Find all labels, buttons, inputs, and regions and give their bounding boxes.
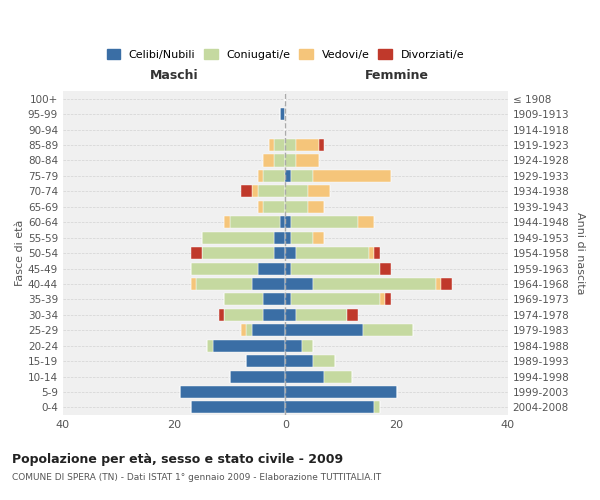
Y-axis label: Fasce di età: Fasce di età: [15, 220, 25, 286]
Bar: [286, 402, 374, 413]
Bar: [274, 232, 286, 243]
Bar: [319, 139, 324, 151]
Bar: [241, 324, 247, 336]
Bar: [313, 278, 436, 290]
Bar: [218, 309, 224, 321]
Bar: [286, 139, 296, 151]
Bar: [196, 278, 252, 290]
Bar: [286, 294, 291, 306]
Bar: [369, 247, 374, 259]
Bar: [208, 340, 213, 351]
Bar: [286, 232, 291, 243]
Bar: [274, 154, 286, 166]
Bar: [286, 340, 302, 351]
Bar: [296, 247, 369, 259]
Bar: [286, 247, 296, 259]
Bar: [202, 232, 274, 243]
Bar: [263, 170, 286, 182]
Bar: [191, 278, 196, 290]
Bar: [436, 278, 441, 290]
Bar: [441, 278, 452, 290]
Bar: [313, 170, 391, 182]
Bar: [230, 370, 286, 382]
Text: Maschi: Maschi: [150, 69, 199, 82]
Bar: [296, 154, 319, 166]
Bar: [274, 139, 286, 151]
Bar: [179, 386, 286, 398]
Bar: [374, 247, 380, 259]
Bar: [286, 170, 291, 182]
Bar: [247, 355, 286, 367]
Bar: [263, 294, 286, 306]
Bar: [291, 232, 313, 243]
Bar: [224, 309, 263, 321]
Bar: [286, 262, 291, 274]
Bar: [257, 262, 286, 274]
Bar: [263, 309, 286, 321]
Text: Popolazione per età, sesso e stato civile - 2009: Popolazione per età, sesso e stato civil…: [12, 452, 343, 466]
Bar: [191, 247, 202, 259]
Bar: [358, 216, 374, 228]
Bar: [324, 370, 352, 382]
Bar: [247, 324, 252, 336]
Bar: [274, 247, 286, 259]
Bar: [380, 294, 385, 306]
Bar: [296, 309, 347, 321]
Bar: [313, 232, 324, 243]
Bar: [380, 262, 391, 274]
Bar: [313, 355, 335, 367]
Bar: [385, 294, 391, 306]
Bar: [291, 262, 380, 274]
Bar: [286, 355, 313, 367]
Bar: [280, 216, 286, 228]
Y-axis label: Anni di nascita: Anni di nascita: [575, 212, 585, 294]
Bar: [213, 340, 286, 351]
Bar: [257, 170, 263, 182]
Bar: [191, 262, 257, 274]
Bar: [374, 402, 380, 413]
Bar: [286, 386, 397, 398]
Bar: [291, 294, 380, 306]
Text: Femmine: Femmine: [365, 69, 428, 82]
Bar: [263, 201, 286, 213]
Bar: [291, 216, 358, 228]
Bar: [286, 370, 324, 382]
Bar: [286, 216, 291, 228]
Bar: [241, 186, 252, 198]
Bar: [252, 186, 257, 198]
Bar: [269, 139, 274, 151]
Bar: [286, 278, 313, 290]
Bar: [286, 309, 296, 321]
Bar: [263, 154, 274, 166]
Bar: [202, 247, 274, 259]
Bar: [286, 201, 308, 213]
Bar: [286, 186, 308, 198]
Bar: [286, 154, 296, 166]
Bar: [286, 324, 363, 336]
Bar: [191, 402, 286, 413]
Bar: [308, 201, 324, 213]
Bar: [252, 324, 286, 336]
Bar: [291, 170, 313, 182]
Bar: [224, 294, 263, 306]
Bar: [257, 186, 286, 198]
Bar: [224, 216, 230, 228]
Bar: [257, 201, 263, 213]
Bar: [308, 186, 330, 198]
Bar: [230, 216, 280, 228]
Bar: [363, 324, 413, 336]
Bar: [347, 309, 358, 321]
Bar: [296, 139, 319, 151]
Bar: [302, 340, 313, 351]
Bar: [280, 108, 286, 120]
Bar: [252, 278, 286, 290]
Text: COMUNE DI SPERA (TN) - Dati ISTAT 1° gennaio 2009 - Elaborazione TUTTITALIA.IT: COMUNE DI SPERA (TN) - Dati ISTAT 1° gen…: [12, 472, 381, 482]
Legend: Celibi/Nubili, Coniugati/e, Vedovi/e, Divorziati/e: Celibi/Nubili, Coniugati/e, Vedovi/e, Di…: [102, 44, 469, 64]
